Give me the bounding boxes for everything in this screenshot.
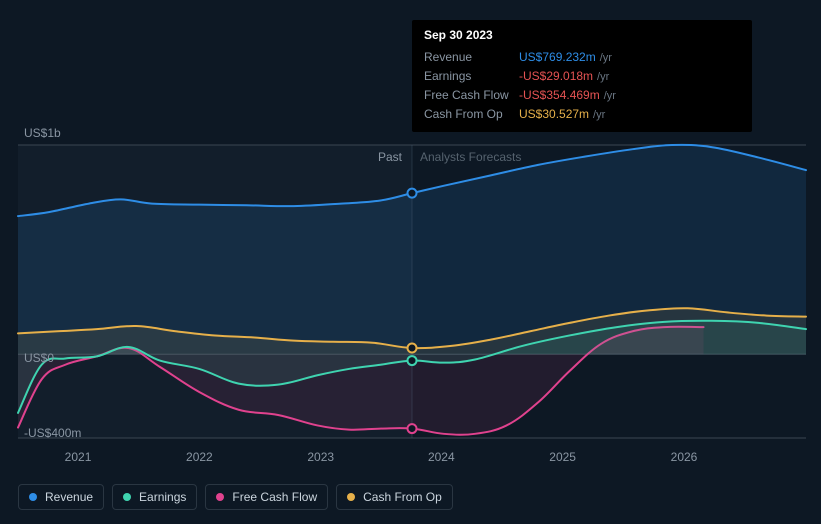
past-label: Past bbox=[378, 150, 402, 164]
tooltip-row: RevenueUS$769.232m/yr bbox=[412, 48, 752, 67]
legend-item-label: Earnings bbox=[139, 490, 186, 504]
tooltip-row-suffix: /yr bbox=[593, 107, 605, 123]
tooltip-row-label: Revenue bbox=[424, 49, 519, 65]
tooltip-row: Earnings-US$29.018m/yr bbox=[412, 67, 752, 86]
chart-container: US$1b US$0 -US$400m 2021 2022 2023 2024 2025 202… bbox=[0, 0, 821, 524]
legend-swatch bbox=[123, 493, 131, 501]
legend-item-revenue[interactable]: Revenue bbox=[18, 484, 104, 510]
tooltip-row-suffix: /yr bbox=[597, 69, 609, 85]
chart-legend: Revenue Earnings Free Cash Flow Cash From O… bbox=[18, 484, 453, 510]
x-axis-label: 2024 bbox=[428, 450, 455, 464]
tooltip-row: Cash From OpUS$30.527m/yr bbox=[412, 105, 752, 124]
legend-swatch bbox=[216, 493, 224, 501]
tooltip-row-label: Cash From Op bbox=[424, 106, 519, 122]
legend-swatch bbox=[29, 493, 37, 501]
legend-item-cfo[interactable]: Cash From Op bbox=[336, 484, 453, 510]
forecast-label: Analysts Forecasts bbox=[420, 150, 521, 164]
legend-item-fcf[interactable]: Free Cash Flow bbox=[205, 484, 328, 510]
y-axis-label: -US$400m bbox=[24, 426, 81, 440]
legend-item-label: Revenue bbox=[45, 490, 93, 504]
x-axis-label: 2021 bbox=[65, 450, 92, 464]
x-axis-label: 2026 bbox=[671, 450, 698, 464]
tooltip-row-suffix: /yr bbox=[604, 88, 616, 104]
y-axis-label: US$0 bbox=[24, 351, 54, 365]
tooltip-row-value: -US$354.469m bbox=[519, 87, 600, 103]
x-axis-label: 2025 bbox=[549, 450, 576, 464]
tooltip-date: Sep 30 2023 bbox=[412, 28, 752, 48]
legend-swatch bbox=[347, 493, 355, 501]
tooltip-row-label: Earnings bbox=[424, 68, 519, 84]
tooltip-row-value: US$769.232m bbox=[519, 49, 596, 65]
x-axis-label: 2022 bbox=[186, 450, 213, 464]
chart-tooltip: Sep 30 2023 RevenueUS$769.232m/yrEarning… bbox=[412, 20, 752, 132]
tooltip-row-value: US$30.527m bbox=[519, 106, 589, 122]
y-axis-label: US$1b bbox=[24, 126, 61, 140]
legend-item-label: Free Cash Flow bbox=[232, 490, 317, 504]
legend-item-earnings[interactable]: Earnings bbox=[112, 484, 197, 510]
tooltip-row-label: Free Cash Flow bbox=[424, 87, 519, 103]
tooltip-row-suffix: /yr bbox=[600, 50, 612, 66]
tooltip-row: Free Cash Flow-US$354.469m/yr bbox=[412, 86, 752, 105]
legend-item-label: Cash From Op bbox=[363, 490, 442, 504]
tooltip-row-value: -US$29.018m bbox=[519, 68, 593, 84]
x-axis-label: 2023 bbox=[307, 450, 334, 464]
